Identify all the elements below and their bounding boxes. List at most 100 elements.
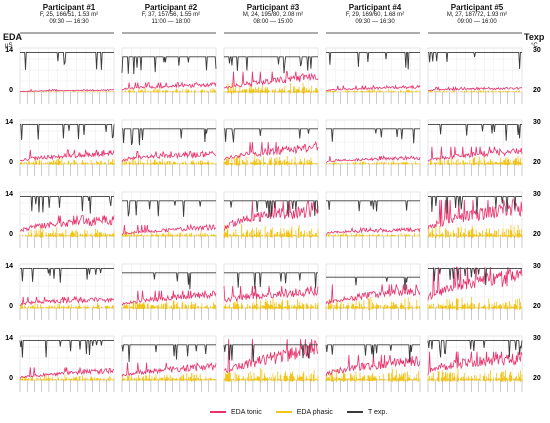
- eda-tonic-series: [19, 149, 115, 162]
- eda-tonic-series: [223, 285, 319, 303]
- eda-tonic-series: [121, 362, 217, 377]
- legend-swatch-tonic: [210, 411, 226, 413]
- eda-phasic-series: [325, 89, 421, 93]
- eda-tonic-series: [325, 154, 421, 163]
- temperature-series: [427, 339, 523, 358]
- legend-item-phasic: EDA phasic: [275, 408, 333, 416]
- participant-info: F, 37, 157/56, 1.55 m²: [141, 12, 201, 19]
- participant-time: 11:00 — 18:00: [151, 19, 191, 26]
- participant-name: Participant #4: [348, 3, 402, 12]
- temperature-series: [223, 344, 318, 363]
- eda-phasic-series: [427, 156, 523, 166]
- eda-phasic-series: [223, 82, 319, 94]
- eda-tonic-series: [427, 85, 522, 92]
- left-axis-unit: µS: [5, 43, 13, 49]
- participant-time: 09:30 — 16:30: [355, 19, 395, 26]
- participant-time: 09:30 — 16:30: [49, 19, 89, 26]
- temperature-series: [121, 56, 217, 75]
- legend-item-temp: T exp.: [346, 408, 388, 416]
- eda-tonic-series: [427, 146, 523, 162]
- right-tick-label: 30: [533, 191, 541, 198]
- temperature-series: [326, 128, 420, 144]
- temperature-series: [326, 51, 420, 70]
- temperature-series: [122, 128, 216, 146]
- right-tick-label: 30: [533, 263, 541, 270]
- eda-tonic-series: [325, 226, 421, 235]
- legend-swatch-temp: [346, 411, 363, 413]
- temperature-series: [428, 51, 522, 70]
- eda-phasic-series: [121, 88, 216, 93]
- eda-phasic-series: [427, 296, 522, 311]
- left-tick-label: 14: [5, 335, 13, 342]
- eda-tonic-series: [223, 71, 319, 89]
- right-tick-label: 20: [533, 87, 541, 94]
- eda-tonic-series: [325, 354, 421, 377]
- participant-info: F, 29, 169/60, 1.68 m²: [345, 12, 405, 19]
- participant-header-3: Participant #3 M, 24, 195/80, 2.08 m² 08…: [225, 3, 321, 26]
- left-tick-label: 14: [5, 47, 13, 54]
- temperature-series: [224, 56, 318, 74]
- temperature-series: [19, 339, 114, 358]
- participant-header-2: Participant #2 F, 37, 157/56, 1.55 m² 11…: [123, 3, 219, 26]
- participant-name: Participant #5: [450, 3, 504, 12]
- right-tick-label: 30: [533, 335, 541, 342]
- eda-tonic-series: [427, 266, 523, 301]
- right-tick-label: 20: [533, 159, 541, 166]
- eda-tonic-series: [427, 351, 523, 376]
- temperature-series: [122, 200, 216, 217]
- legend-label-phasic: EDA phasic: [296, 408, 333, 416]
- eda-phasic-series: [19, 374, 115, 382]
- left-tick-label: 0: [9, 375, 13, 382]
- participant-info: M, 27, 187/72, 1.93 m²: [446, 12, 508, 19]
- right-axis-unit: °C: [531, 43, 538, 49]
- eda-phasic-series: [223, 298, 319, 310]
- legend-swatch-phasic: [275, 411, 292, 413]
- eda-tonic-series: [19, 295, 115, 306]
- eda-tonic-series: [121, 150, 217, 163]
- temperature-series: [428, 123, 522, 141]
- left-tick-label: 14: [5, 191, 13, 198]
- eda-phasic-series: [121, 158, 217, 166]
- eda-tonic-series: [325, 84, 421, 92]
- left-tick-label: 0: [9, 159, 13, 166]
- temperature-series: [325, 344, 420, 363]
- participant-name: Participant #1: [42, 3, 96, 12]
- eda-tonic-series: [121, 223, 217, 235]
- right-tick-label: 20: [533, 375, 541, 382]
- eda-phasic-series: [121, 300, 217, 310]
- participant-time: 08:00 — 15:00: [253, 19, 293, 26]
- legend: EDA tonic EDA phasic T exp.: [210, 406, 387, 418]
- participant-name: Participant #3: [246, 3, 300, 12]
- temperature-series: [326, 200, 420, 212]
- eda-phasic-series: [121, 372, 217, 382]
- temperature-series: [224, 200, 319, 218]
- eda-phasic-series: [325, 368, 421, 383]
- temperature-series: [326, 276, 420, 291]
- temperature-series: [20, 123, 115, 141]
- eda-tonic-series: [223, 140, 319, 161]
- participant-info: M, 24, 195/80, 2.08 m²: [242, 12, 304, 19]
- eda-tonic-series: [19, 367, 115, 379]
- left-tick-label: 0: [9, 303, 13, 310]
- eda-phasic-series: [19, 157, 115, 166]
- legend-label-temp: T exp.: [367, 408, 388, 416]
- participant-name: Participant #2: [144, 3, 198, 12]
- left-tick-label: 14: [5, 119, 13, 126]
- eda-tonic-series: [427, 199, 523, 229]
- temperature-series: [224, 128, 318, 143]
- legend-item-tonic: EDA tonic: [210, 409, 262, 416]
- participant-header-5: Participant #5 M, 27, 187/72, 1.93 m² 09…: [429, 3, 525, 26]
- eda-phasic-series: [325, 232, 421, 237]
- eda-phasic-series: [223, 153, 319, 167]
- temperature-series: [428, 267, 522, 286]
- temperature-series: [20, 195, 114, 214]
- participant-info: F, 25, 166/51, 1.53 m²: [39, 12, 99, 19]
- eda-phasic-series: [19, 226, 115, 238]
- participant-header-4: Participant #4 F, 29, 169/60, 1.68 m² 09…: [327, 3, 423, 26]
- left-tick-label: 0: [9, 231, 13, 238]
- eda-tonic-series: [325, 284, 421, 305]
- temperature-series: [428, 195, 522, 215]
- temperature-series: [20, 51, 114, 70]
